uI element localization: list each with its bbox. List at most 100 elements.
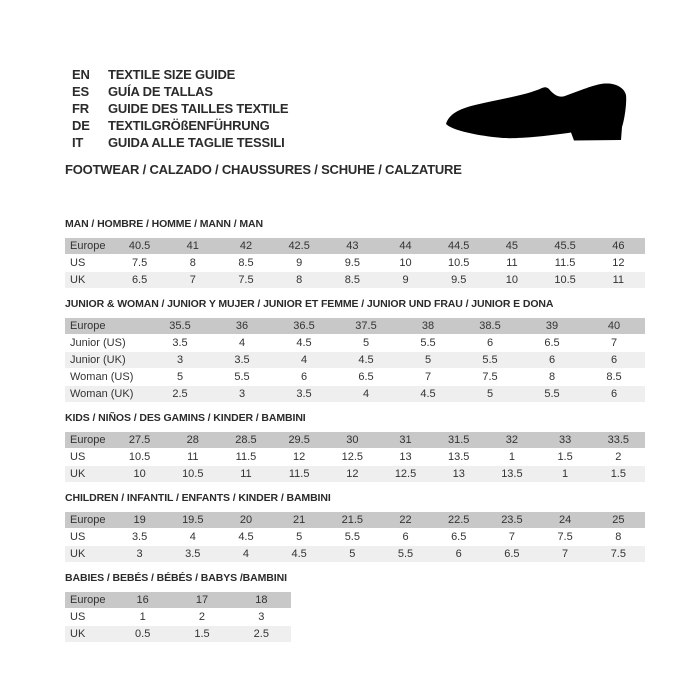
size-value-cell: 9.5: [432, 272, 486, 289]
size-value-cell: 5: [272, 529, 326, 546]
size-value-cell: 5: [325, 546, 379, 563]
size-value-cell: 22: [378, 512, 433, 529]
size-value-cell: 27.5: [113, 432, 167, 449]
size-value-cell: 45.5: [538, 238, 592, 255]
size-value-cell: 4: [166, 529, 220, 546]
size-value-cell: 7.5: [538, 529, 592, 546]
size-value-cell: 6: [583, 386, 645, 403]
size-value-cell: 19: [113, 512, 167, 529]
table-header-row: Europe 40.5 41 42 42.5 43 44 44.5 45 45.5 46: [65, 238, 645, 255]
size-value-cell: 29.5: [272, 432, 326, 449]
size-value-cell: 4.5: [397, 386, 459, 403]
size-value-cell: 10: [378, 255, 433, 272]
table-row: US 7.5 8 8.5 9 9.5 10 10.5 11 11.5 12: [65, 255, 645, 272]
size-value-cell: 31: [378, 432, 433, 449]
size-value-cell: 10.5: [538, 272, 592, 289]
size-value-cell: 3: [113, 546, 167, 563]
size-value-cell: 20: [219, 512, 273, 529]
guide-title-fr: GUIDE DES TAILLES TEXTILE: [108, 101, 289, 116]
size-value-cell: 21: [272, 512, 326, 529]
table-header-row: Europe 35.5 36 36.5 37.5 38 38.5 39 40: [65, 318, 645, 335]
size-value-cell: 6.5: [432, 529, 486, 546]
size-value-cell: 44.5: [432, 238, 486, 255]
size-value-cell: 7.5: [219, 272, 273, 289]
size-value-cell: 7: [397, 369, 459, 386]
size-value-cell: 4: [219, 546, 273, 563]
size-value-cell: 3.5: [113, 529, 167, 546]
table-row: UK 0.5 1.5 2.5: [65, 626, 291, 643]
size-value-cell: 25: [591, 512, 645, 529]
size-value-cell: 5.5: [378, 546, 433, 563]
table-row: Woman (US) 5 5.5 6 6.5 7 7.5 8 8.5: [65, 369, 645, 386]
size-value-cell: 5.5: [397, 335, 459, 352]
size-value-cell: 4.5: [219, 529, 273, 546]
size-value-cell: 5: [335, 335, 397, 352]
table-row: UK 3 3.5 4 4.5 5 5.5 6 6.5 7 7.5: [65, 546, 645, 563]
size-value-cell: 2: [172, 609, 232, 626]
size-value-cell: 24: [538, 512, 592, 529]
language-row-fr: FR GUIDE DES TAILLES TEXTILE: [72, 100, 289, 117]
size-section-junior-woman: JUNIOR & WOMAN / JUNIOR Y MUJER / JUNIOR…: [65, 298, 665, 403]
table-row: Woman (UK) 2.5 3 3.5 4 4.5 5 5.5 6: [65, 386, 645, 403]
table-header-row: Europe 27.5 28 28.5 29.5 30 31 31.5 32 33 33.5: [65, 432, 645, 449]
size-value-cell: 9: [378, 272, 433, 289]
size-value-cell: 6: [432, 546, 486, 563]
size-value-cell: 6: [273, 369, 335, 386]
guide-title-it: GUIDA ALLE TAGLIE TESSILI: [108, 135, 285, 150]
size-value-cell: 3: [211, 386, 273, 403]
size-value-cell: 31.5: [432, 432, 486, 449]
size-value-cell: 4: [273, 352, 335, 369]
row-label: US: [65, 609, 113, 626]
size-value-cell: 22.5: [432, 512, 486, 529]
row-label: Europe: [65, 238, 113, 255]
size-value-cell: 6.5: [485, 546, 539, 563]
size-value-cell: 16: [113, 592, 173, 609]
size-value-cell: 30: [325, 432, 379, 449]
size-value-cell: 42.5: [272, 238, 326, 255]
size-value-cell: 5.5: [325, 529, 379, 546]
size-value-cell: 13.5: [432, 449, 486, 466]
size-value-cell: 4.5: [273, 335, 335, 352]
row-label: US: [65, 449, 113, 466]
size-value-cell: 1.5: [538, 449, 592, 466]
size-value-cell: 4: [211, 335, 273, 352]
row-label: Europe: [65, 512, 113, 529]
row-label: Woman (US): [65, 369, 149, 386]
size-value-cell: 39: [521, 318, 583, 335]
size-value-cell: 28.5: [219, 432, 273, 449]
size-value-cell: 8.5: [219, 255, 273, 272]
size-value-cell: 11.5: [219, 449, 273, 466]
size-value-cell: 21.5: [325, 512, 379, 529]
language-code: DE: [72, 118, 90, 133]
size-value-cell: 17: [172, 592, 232, 609]
size-value-cell: 7.5: [591, 546, 645, 563]
size-value-cell: 13: [432, 466, 486, 483]
size-value-cell: 5.5: [211, 369, 273, 386]
table-row: Junior (US) 3.5 4 4.5 5 5.5 6 6.5 7: [65, 335, 645, 352]
size-value-cell: 6: [521, 352, 583, 369]
size-value-cell: 19.5: [166, 512, 220, 529]
size-value-cell: 6.5: [113, 272, 167, 289]
size-value-cell: 6: [378, 529, 433, 546]
size-value-cell: 8: [272, 272, 326, 289]
size-value-cell: 23.5: [485, 512, 539, 529]
table-row: Junior (UK) 3 3.5 4 4.5 5 5.5 6 6: [65, 352, 645, 369]
size-value-cell: 10: [113, 466, 167, 483]
size-value-cell: 5: [149, 369, 211, 386]
size-value-cell: 5: [397, 352, 459, 369]
size-value-cell: 8: [591, 529, 645, 546]
language-code: IT: [72, 135, 84, 150]
size-value-cell: 45: [485, 238, 539, 255]
size-value-cell: 10.5: [166, 466, 220, 483]
size-value-cell: 37.5: [335, 318, 397, 335]
size-value-cell: 1: [538, 466, 592, 483]
size-value-cell: 13.5: [485, 466, 539, 483]
size-value-cell: 12: [272, 449, 326, 466]
table-row: UK 6.5 7 7.5 8 8.5 9 9.5 10 10.5 11: [65, 272, 645, 289]
size-value-cell: 12.5: [378, 466, 433, 483]
size-value-cell: 11: [219, 466, 273, 483]
size-value-cell: 18: [231, 592, 291, 609]
language-row-de: DE TEXTILGRÖßENFÜHRUNG: [72, 117, 288, 134]
size-table-kids: Europe 27.5 28 28.5 29.5 30 31 31.5 32 33 33.5 US 10…: [65, 432, 645, 483]
